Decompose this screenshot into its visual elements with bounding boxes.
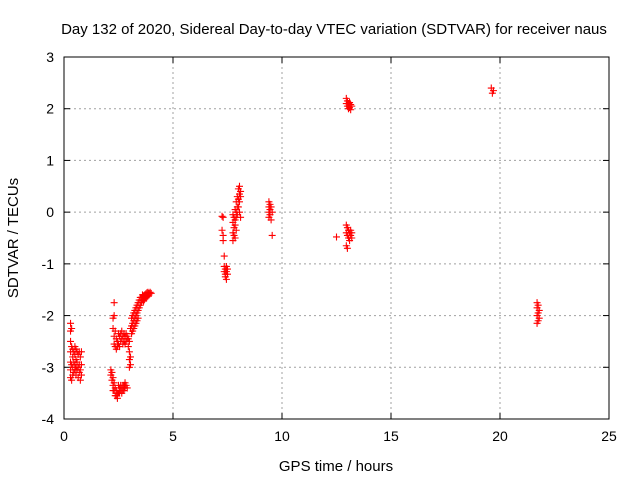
data-point xyxy=(489,87,497,95)
x-tick-label: 20 xyxy=(492,428,508,444)
data-point xyxy=(76,366,84,374)
data-point xyxy=(109,374,117,382)
data-point xyxy=(76,353,84,361)
data-point xyxy=(222,275,230,283)
data-point xyxy=(333,233,340,241)
y-tick-label: -3 xyxy=(42,359,55,375)
data-point xyxy=(125,348,133,356)
data-point xyxy=(219,213,227,221)
data-point xyxy=(110,379,118,387)
data-point xyxy=(267,203,275,211)
data-point xyxy=(232,226,240,234)
data-point xyxy=(77,361,85,369)
data-point xyxy=(123,384,131,392)
data-point xyxy=(237,213,245,221)
y-tick-label: -1 xyxy=(42,256,55,272)
data-point xyxy=(234,203,242,211)
grid-lines xyxy=(64,57,609,419)
data-point xyxy=(110,312,118,320)
y-tick-labels: -4 -3 -2 -1 0 1 2 3 xyxy=(42,49,55,427)
x-axis-label: GPS time / hours xyxy=(279,458,393,475)
data-point xyxy=(347,106,355,114)
data-point xyxy=(77,348,85,356)
data-point xyxy=(235,198,243,206)
data-point xyxy=(147,289,155,297)
data-point xyxy=(231,234,239,242)
data-point xyxy=(218,226,226,234)
data-point xyxy=(534,301,542,309)
y-axis-label: SDTVAR / TECUs xyxy=(5,178,22,298)
data-point xyxy=(110,299,118,307)
data-point xyxy=(126,353,134,361)
chart-title: Day 132 of 2020, Sidereal Day-to-day VTE… xyxy=(61,21,607,38)
data-point xyxy=(134,314,142,322)
data-point xyxy=(67,319,75,327)
x-tick-label: 10 xyxy=(274,428,290,444)
data-point xyxy=(535,314,543,322)
data-point xyxy=(235,182,243,190)
x-tick-label: 15 xyxy=(383,428,399,444)
x-tick-label: 25 xyxy=(601,428,617,444)
x-tick-labels: 0 5 10 15 20 25 xyxy=(60,428,617,444)
data-point xyxy=(348,234,356,242)
data-point xyxy=(267,216,275,224)
data-point xyxy=(268,208,276,216)
data-point xyxy=(237,193,245,201)
data-point xyxy=(343,244,351,252)
data-point xyxy=(146,288,154,296)
data-point xyxy=(218,212,226,220)
data-point xyxy=(68,325,76,332)
data-point xyxy=(113,394,121,402)
x-tick-label: 5 xyxy=(169,428,177,444)
data-point xyxy=(76,376,84,384)
data-point xyxy=(231,221,239,229)
y-tick-label: 3 xyxy=(46,49,54,65)
data-point xyxy=(224,270,231,278)
data-point xyxy=(268,231,276,239)
data-point xyxy=(108,368,116,376)
data-point xyxy=(220,252,228,260)
data-point xyxy=(348,102,356,110)
data-point xyxy=(68,376,76,384)
data-point xyxy=(125,337,133,345)
y-tick-label: 1 xyxy=(46,152,54,168)
data-point xyxy=(219,237,227,245)
x-tick-label: 0 xyxy=(60,428,68,444)
data-point xyxy=(124,343,132,351)
data-point xyxy=(235,208,243,216)
plot-frame xyxy=(63,56,610,420)
y-tick-label: 0 xyxy=(46,204,54,220)
data-point xyxy=(67,337,75,345)
y-tick-label: 2 xyxy=(46,101,54,117)
y-tick-label: -4 xyxy=(42,411,55,427)
data-point xyxy=(535,306,543,314)
data-points xyxy=(67,84,543,402)
data-point xyxy=(77,371,85,379)
data-point xyxy=(126,361,134,369)
y-tick-label: -2 xyxy=(42,308,55,324)
